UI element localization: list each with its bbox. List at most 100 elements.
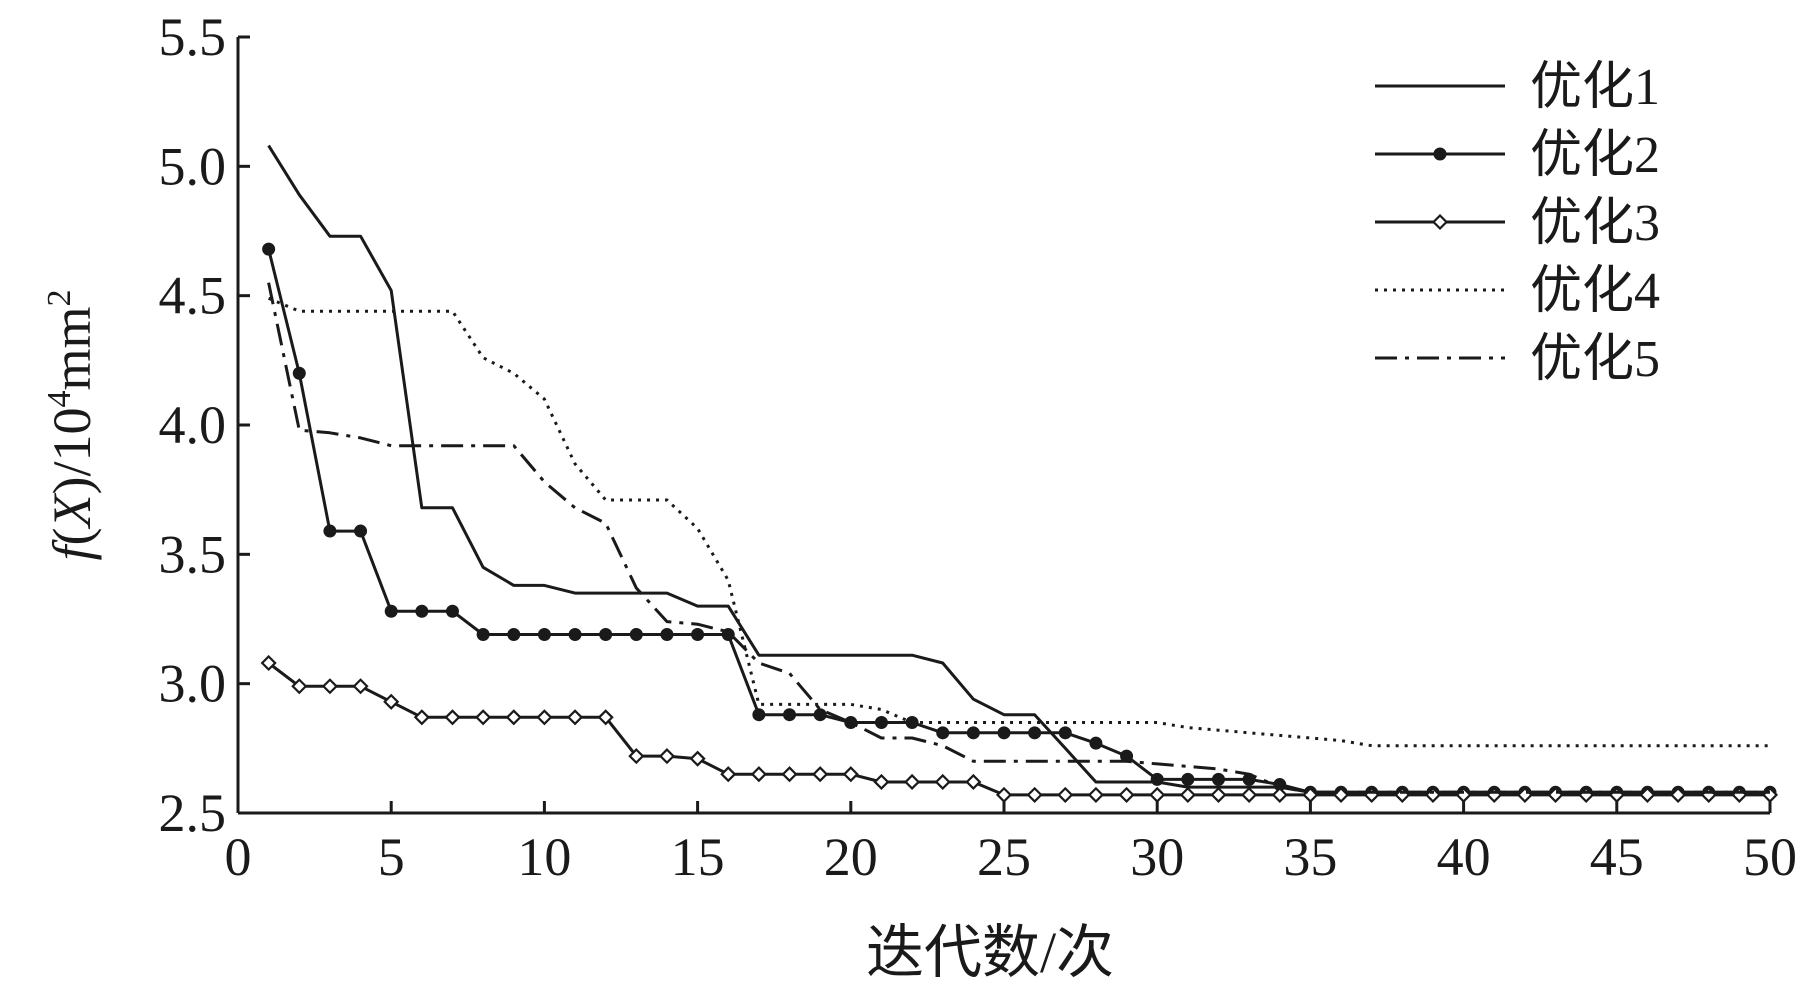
data-point [1149,786,1166,803]
data-point [629,628,643,642]
data-point [1058,726,1072,740]
data-point [1150,772,1164,786]
data-point [844,715,858,729]
y-tick-label: 4.5 [159,266,227,326]
x-tick-label: 40 [1437,827,1491,887]
data-point [323,524,337,538]
data-point [995,786,1013,803]
data-point [628,748,645,765]
data-point [1179,786,1196,803]
data-point [1241,786,1258,803]
data-point [507,628,521,642]
data-point [812,766,829,783]
legend-label: 优化4 [1530,263,1660,320]
x-axis-label: 迭代数/次 [866,920,1114,985]
series-group [260,144,1779,803]
x-tick-label: 0 [225,827,252,887]
data-point [965,773,982,791]
data-point [1211,772,1225,786]
data-point [260,654,277,672]
data-point [720,766,737,783]
legend-label: 优化3 [1530,195,1660,252]
data-point [1028,726,1042,740]
x-tick-label: 20 [824,827,878,887]
data-point [813,708,827,722]
x-tick-label: 15 [671,827,725,887]
data-point [781,766,798,783]
data-point [874,715,888,729]
data-point [536,709,553,726]
data-point [597,709,614,726]
data-point [752,708,766,722]
data-point [904,773,921,791]
data-point [873,773,890,791]
data-point [997,726,1011,740]
data-point [658,748,676,765]
data-point [966,726,980,740]
data-point [689,750,706,767]
data-point [415,604,429,618]
data-point [1210,786,1227,803]
series-line-3 [267,661,1770,797]
legend-label: 优化5 [1530,331,1660,388]
data-point [1181,772,1195,786]
data-point [1118,786,1135,803]
series-line-4 [268,296,1770,748]
y-tick-label: 2.5 [159,783,227,843]
legend-item-3: 优化3 [1375,195,1660,252]
legend-marker [1433,147,1447,161]
y-tick-label: 4.0 [159,395,227,455]
x-tick-label: 30 [1130,827,1184,887]
data-point [445,604,459,618]
x-tick-label: 35 [1283,827,1337,887]
data-point [352,678,369,695]
data-point [384,604,398,618]
data-point [691,628,705,642]
data-point [321,678,338,695]
data-point [750,766,767,783]
series-4 [268,296,1770,748]
data-point [934,773,951,791]
data-point [1026,786,1043,803]
y-tick-label: 5.0 [159,136,227,196]
data-point [354,524,368,538]
data-point [292,366,306,380]
data-point [262,242,276,256]
data-point [383,693,400,710]
legend-item-1: 优化1 [1375,59,1660,116]
x-tick-label: 10 [517,827,571,887]
legend-label: 优化2 [1530,127,1660,184]
data-point [566,709,584,726]
x-tick-label: 45 [1590,827,1644,887]
y-axis-label: f(X)/104mm2 [41,289,102,560]
axis-ticks: 0 5 10 15 20 25 30 35 40 45 50 2.5 3.0 3.5 4.0 4.5 5.0 5.… [159,7,1798,887]
data-point [1057,786,1074,803]
series-3 [260,654,1779,803]
data-point [537,628,551,642]
legend-marker [1431,213,1449,231]
data-point [291,678,308,695]
legend-item-4: 优化4 [1375,263,1660,320]
y-tick-label: 5.5 [159,7,227,67]
data-point [1087,786,1104,803]
data-point [1271,786,1288,803]
data-point [413,709,430,726]
legend-item-5: 优化5 [1375,331,1660,388]
y-tick-label: 3.5 [159,524,227,584]
x-tick-label: 50 [1743,827,1797,887]
data-point [1424,786,1442,803]
data-point [599,628,613,642]
legend-item-2: 优化2 [1375,127,1660,184]
data-point [660,628,674,642]
data-point [476,628,490,642]
data-point [444,709,461,726]
data-point [721,628,735,642]
data-point [475,709,492,726]
x-tick-label: 5 [378,827,405,887]
data-point [842,766,859,783]
x-tick-label: 25 [977,827,1031,887]
data-point [936,726,950,740]
data-point [568,628,582,642]
data-point [783,708,797,722]
